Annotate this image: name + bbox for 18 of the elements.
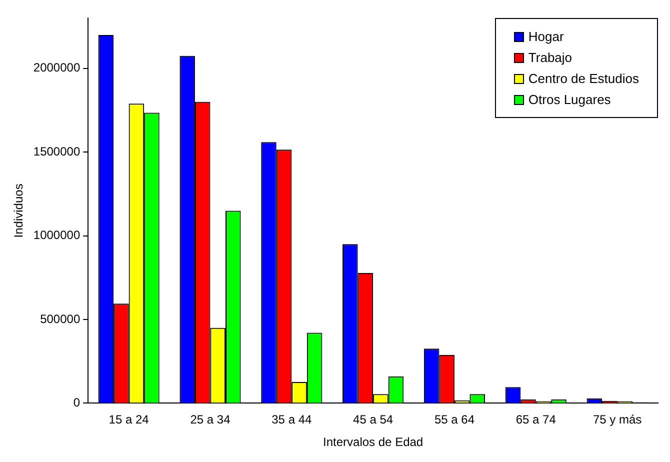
- x-tick-label: 65 a 74: [516, 412, 556, 427]
- legend-label: Otros Lugares: [528, 92, 611, 107]
- y-tick-label: 2000000: [33, 60, 80, 75]
- x-tick-label: 15 a 24: [108, 412, 150, 427]
- x-tick-label: 55 a 64: [434, 412, 475, 427]
- y-axis-title: Individuos: [12, 184, 26, 238]
- legend-label: Centro de Estudios: [528, 71, 639, 86]
- x-tick-label: 35 a 44: [272, 412, 312, 427]
- y-tick-label: 0: [73, 396, 80, 410]
- y-tick-label: 500000: [40, 312, 80, 326]
- x-tick-label: 75 y más: [592, 412, 642, 427]
- x-tick-label: 45 a 54: [353, 412, 394, 427]
- x-tick-label: 25 a 34: [190, 412, 231, 427]
- x-axis-title: Intervalos de Edad: [323, 435, 424, 450]
- y-tick-label: 1500000: [33, 144, 80, 158]
- legend-label: Trabajo: [528, 50, 572, 65]
- y-tick-label: 1000000: [33, 228, 80, 242]
- legend-label: Hogar: [528, 29, 564, 44]
